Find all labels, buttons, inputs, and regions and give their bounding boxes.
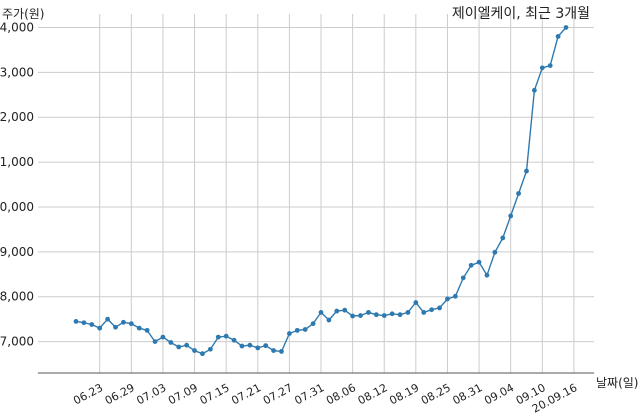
y-tick-label: 9,000	[0, 245, 34, 259]
price-point	[97, 325, 103, 331]
price-point	[429, 307, 435, 313]
x-tick-label: 07.15	[198, 381, 232, 407]
price-point	[452, 293, 458, 299]
x-tick-label: 07.27	[261, 381, 295, 407]
price-point	[508, 213, 514, 219]
price-point	[492, 249, 498, 255]
price-point	[342, 307, 348, 313]
x-tick-label: 07.31	[292, 381, 326, 407]
price-point	[484, 272, 490, 278]
price-point	[168, 340, 174, 345]
x-tick-label: 08.31	[451, 381, 485, 407]
chart-title: 제이엘케이, 최근 3개월	[452, 6, 590, 22]
price-point	[192, 348, 197, 353]
price-points	[73, 25, 569, 357]
x-tick-label: 08.25	[419, 381, 453, 407]
price-point	[437, 305, 442, 311]
chart-grid	[38, 14, 594, 373]
price-point	[128, 321, 134, 327]
price-point	[389, 311, 395, 317]
price-point	[334, 308, 340, 314]
price-point	[263, 343, 269, 349]
price-point	[113, 324, 118, 330]
price-point	[81, 320, 87, 326]
price-point	[255, 345, 261, 351]
y-axis-label: 주가(원)	[2, 7, 44, 21]
price-point	[239, 343, 245, 349]
price-point	[286, 331, 292, 336]
price-point	[160, 334, 166, 340]
x-tick-label: 06.23	[71, 381, 105, 407]
price-point	[405, 310, 411, 315]
price-point	[326, 317, 332, 323]
price-point	[207, 346, 213, 352]
price-point	[547, 63, 553, 69]
x-axis-label: 날짜(일)	[596, 376, 638, 390]
price-point	[500, 235, 506, 241]
price-point	[555, 34, 561, 39]
price-point	[366, 310, 371, 315]
price-point	[73, 318, 79, 324]
price-point	[105, 316, 111, 322]
price-point	[445, 296, 450, 302]
price-point	[215, 334, 221, 340]
x-tick-label: 08.19	[387, 381, 421, 407]
price-point	[476, 259, 482, 265]
price-point	[144, 327, 150, 333]
price-point	[531, 87, 537, 93]
y-tick-label: 11,000	[0, 155, 34, 169]
x-tick-label: 08.06	[324, 381, 358, 407]
price-point	[136, 325, 142, 331]
x-tick-label: 07.09	[166, 381, 200, 407]
price-point	[373, 312, 379, 318]
price-point	[381, 313, 387, 318]
y-tick-label: 10,000	[0, 200, 34, 214]
y-tick-label: 14,000	[0, 20, 34, 34]
price-point	[231, 337, 237, 343]
price-point	[152, 339, 158, 344]
price-point	[176, 344, 182, 350]
y-axis-ticks: 7,000 8,000 9,000 10,000 11,000 12,000 13,000 1…	[0, 20, 34, 348]
price-point	[200, 351, 205, 357]
y-tick-label: 12,000	[0, 110, 34, 124]
y-tick-label: 13,000	[0, 65, 34, 79]
price-point	[358, 313, 363, 318]
price-point	[350, 313, 356, 319]
price-point	[184, 342, 190, 348]
price-point	[302, 327, 308, 332]
price-point	[397, 312, 403, 318]
x-axis-ticks: 06.2306.2907.0307.0907.1507.2107.2707.31…	[71, 381, 579, 414]
price-point	[516, 191, 521, 196]
x-tick-label: 07.03	[134, 381, 168, 407]
price-point	[421, 310, 427, 315]
price-point	[413, 300, 419, 305]
y-tick-label: 7,000	[0, 335, 34, 349]
price-point	[271, 348, 276, 353]
y-tick-label: 8,000	[0, 290, 34, 304]
price-point	[121, 319, 126, 325]
price-point	[539, 65, 545, 71]
price-point	[247, 342, 253, 348]
price-point	[89, 322, 95, 327]
price-point	[563, 25, 569, 30]
x-tick-label: 08.12	[356, 381, 390, 407]
price-point	[524, 168, 529, 174]
price-point	[318, 310, 324, 315]
price-point	[460, 275, 466, 281]
price-point	[468, 262, 474, 268]
price-point	[279, 349, 284, 354]
x-tick-label: 06.29	[103, 381, 137, 407]
x-tick-label: 09.04	[482, 381, 516, 407]
price-point	[223, 333, 229, 339]
price-point	[294, 327, 300, 333]
price-point	[310, 321, 316, 327]
x-tick-label: 07.21	[229, 381, 263, 407]
